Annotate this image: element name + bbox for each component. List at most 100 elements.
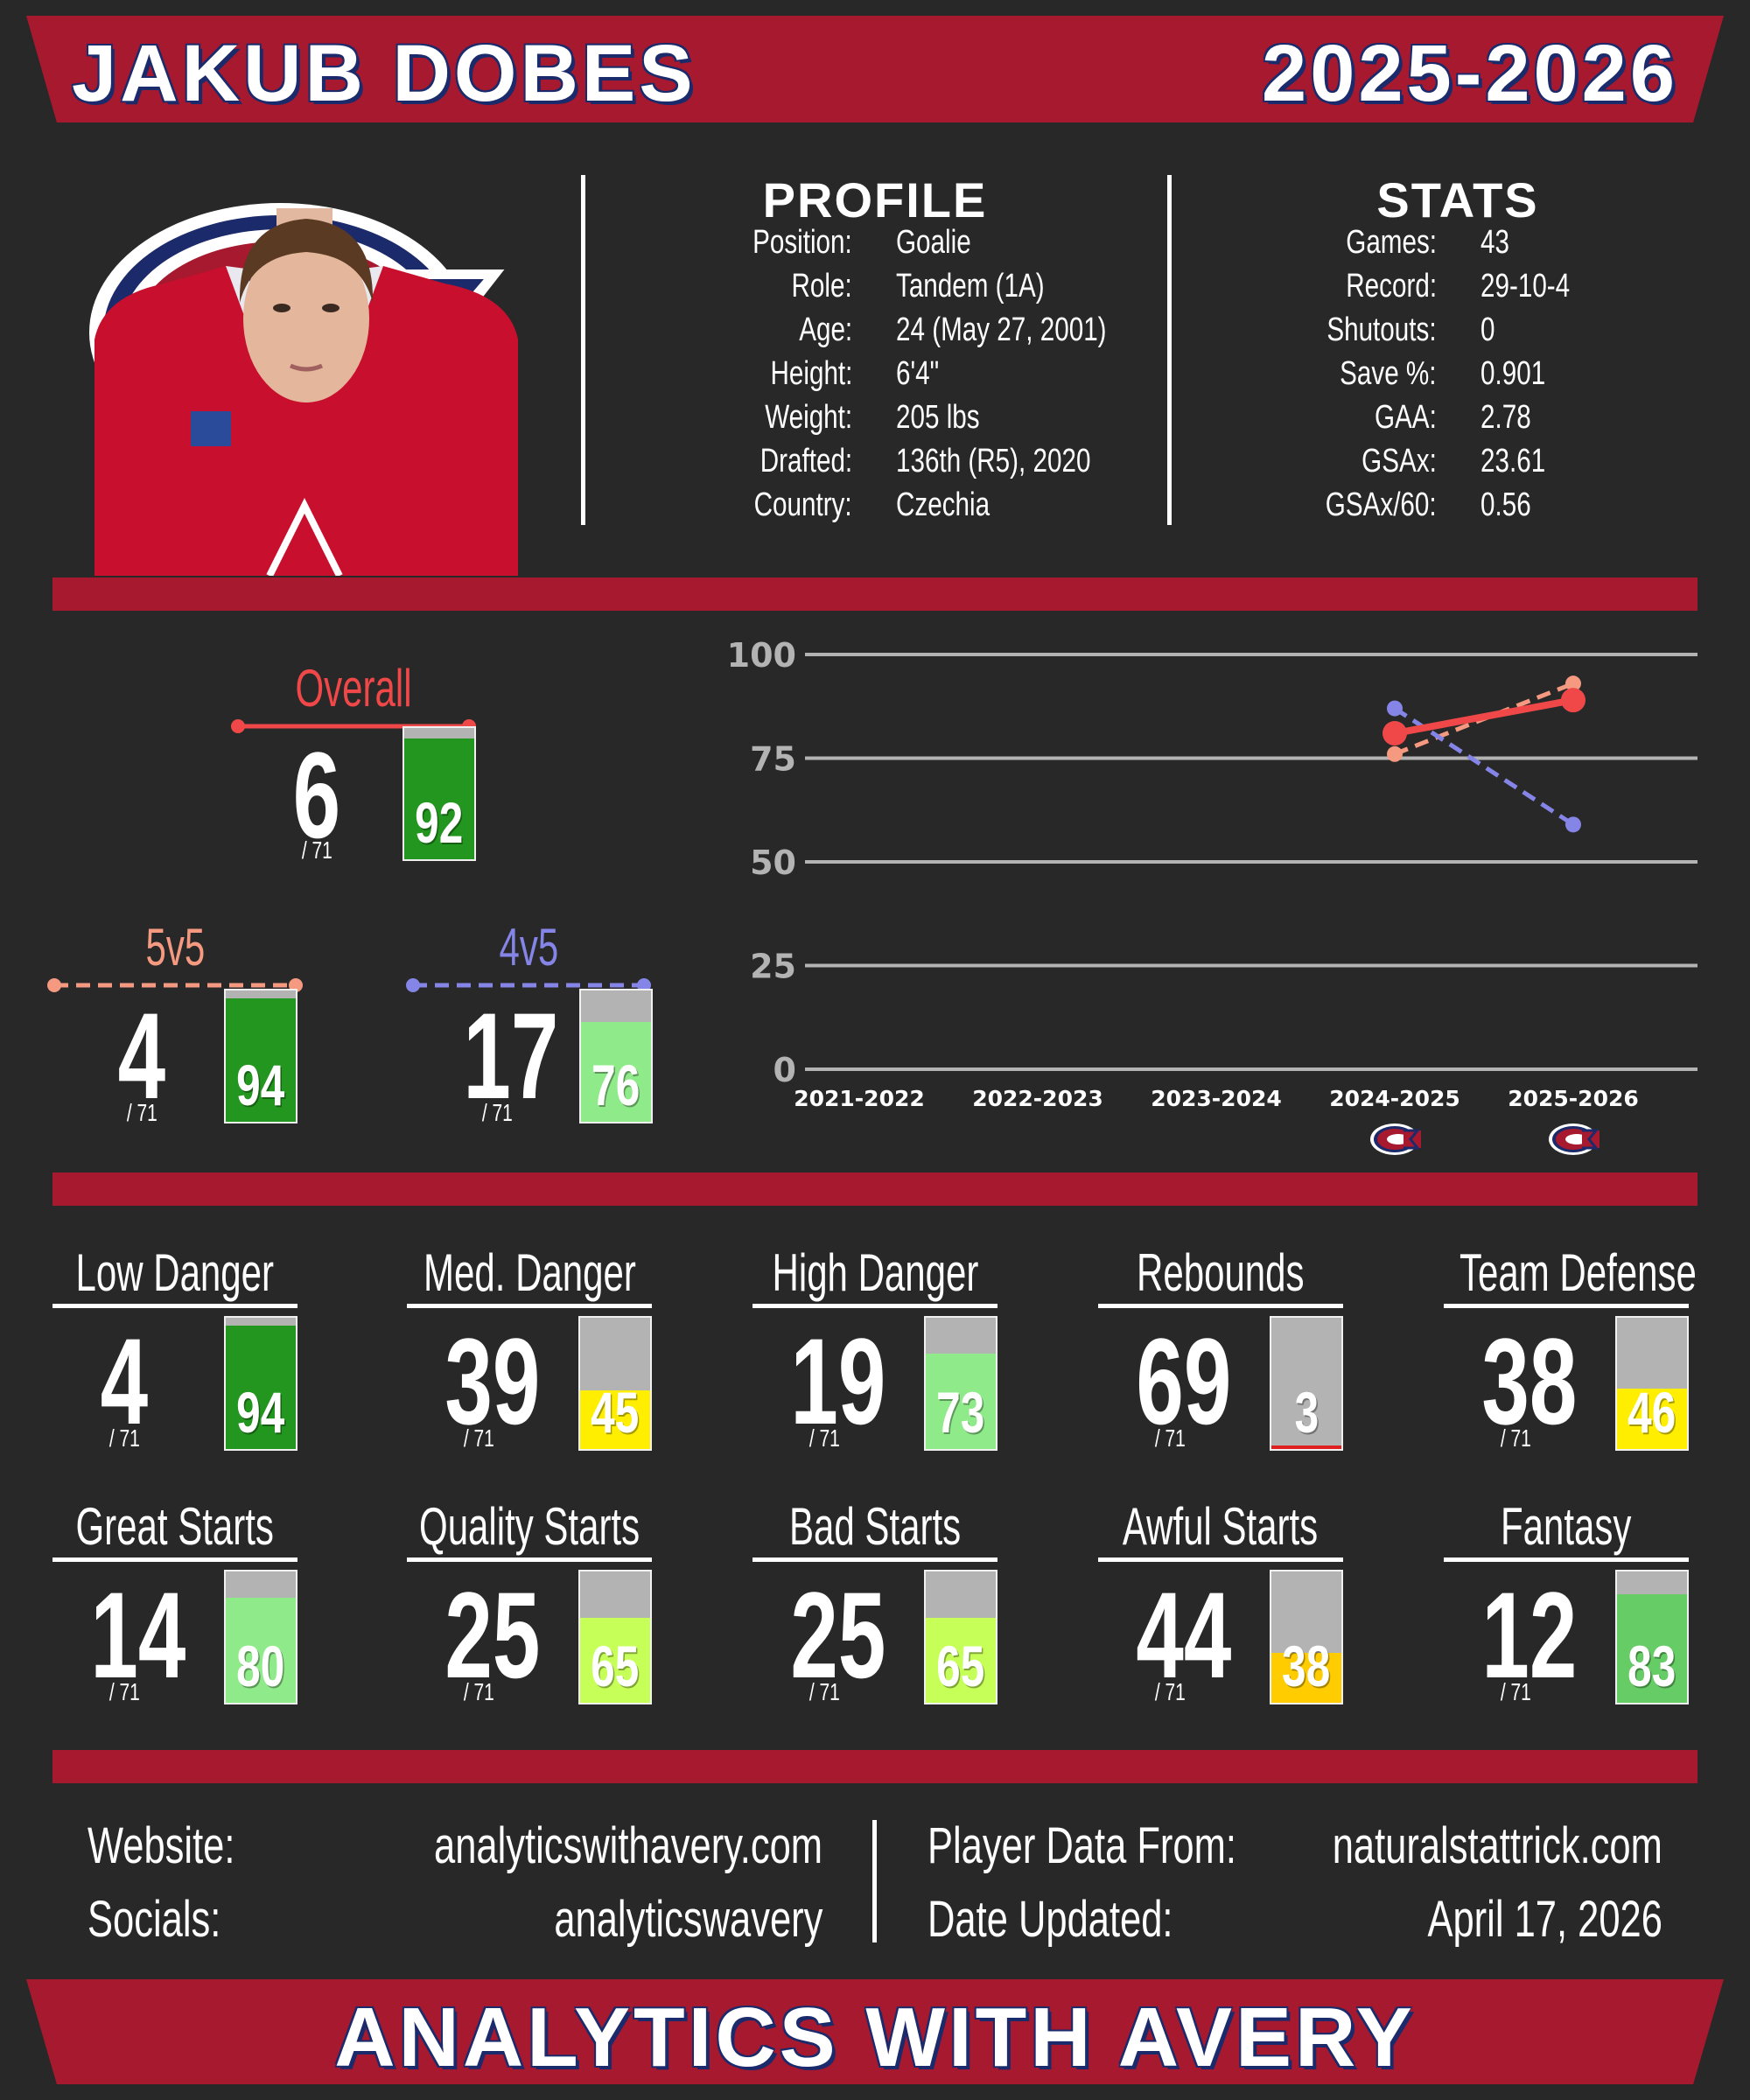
metric-fantasy-percentile-bar: 83 xyxy=(1615,1570,1689,1704)
stats-row-label: Shutouts: xyxy=(1326,312,1437,348)
metric-med-danger-of-total: / 71 xyxy=(463,1424,494,1452)
four-v-five-rating-percentile-fill xyxy=(581,1022,651,1122)
metric-bad-starts-underline xyxy=(752,1558,998,1562)
chart-x-tick-label: 2022-2023 xyxy=(972,1086,1103,1111)
stats-row-value: 43 xyxy=(1480,224,1509,261)
metric-high-danger-of-total: / 71 xyxy=(808,1424,840,1452)
metric-team-defense-rank: 38 xyxy=(1481,1312,1578,1450)
chart-series-line-overall xyxy=(1394,696,1574,737)
chart-y-tick-label: 25 xyxy=(750,948,796,986)
profile-row-label: Drafted: xyxy=(760,443,852,480)
stats-row-value: 23.61 xyxy=(1480,443,1546,480)
profile-row-label: Weight: xyxy=(765,399,852,436)
section-divider-1 xyxy=(52,578,1698,611)
metric-awful-starts-of-total: / 71 xyxy=(1154,1678,1186,1705)
metric-high-danger-title: High Danger xyxy=(772,1243,978,1302)
metric-awful-starts-percentile-value: 38 xyxy=(1282,1634,1331,1698)
stats-row-value: 0.56 xyxy=(1480,486,1531,523)
metric-great-starts-percentile-value: 80 xyxy=(236,1634,285,1698)
chart-point-overall xyxy=(1561,688,1586,713)
metric-rebounds-title: Rebounds xyxy=(1137,1243,1305,1302)
metric-fantasy-percentile-value: 83 xyxy=(1628,1634,1676,1698)
chart-x-tick-label: 2024-2025 xyxy=(1329,1086,1460,1111)
chart-y-tick-label: 0 xyxy=(774,1051,796,1089)
chart-point-four-v-five xyxy=(1565,816,1581,833)
metric-high-danger-percentile-fill xyxy=(926,1353,996,1449)
profile-row-value: Goalie xyxy=(896,224,971,261)
stats-row-label: Record: xyxy=(1346,268,1437,304)
metric-awful-starts-title: Awful Starts xyxy=(1123,1497,1319,1556)
metric-team-defense-percentile-bar: 46 xyxy=(1615,1316,1689,1451)
chart-point-five-v-five xyxy=(1387,746,1403,762)
metric-bad-starts-percentile-bar: 65 xyxy=(924,1570,998,1704)
overall-rating-of-total: / 71 xyxy=(301,836,332,864)
five-v-five-rating-percentile-bar: 94 xyxy=(224,989,298,1124)
stats-row-value: 0.901 xyxy=(1480,355,1546,392)
metric-great-starts-percentile-fill xyxy=(226,1598,296,1703)
chart-x-tick-label: 2025-2026 xyxy=(1508,1086,1639,1111)
chart-point-overall xyxy=(1382,721,1407,746)
metric-quality-starts-percentile-bar: 65 xyxy=(578,1570,652,1704)
five-v-five-rating-rank: 4 xyxy=(117,987,166,1124)
chart-y-tick-label: 75 xyxy=(750,740,796,779)
metric-low-danger-percentile-value: 94 xyxy=(236,1380,285,1445)
profile-title: PROFILE xyxy=(762,172,988,228)
data-source-label: Player Data From: xyxy=(928,1817,1236,1874)
rating-trend-chart: 0 25 50 75 100 2021-2022 2022-2023 2023-2024 202… xyxy=(727,636,1698,1155)
metric-high-danger-percentile-value: 73 xyxy=(936,1380,985,1445)
metric-quality-starts-percentile-value: 65 xyxy=(591,1634,640,1698)
brand-title: ANALYTICS WITH AVERY xyxy=(334,1991,1416,2084)
profile-row-label: Height: xyxy=(770,355,852,392)
metric-med-danger-percentile-bar: 45 xyxy=(578,1316,652,1451)
profile-row-label: Age: xyxy=(799,312,852,348)
metric-bad-starts-rank: 25 xyxy=(790,1566,886,1704)
socials-handle[interactable]: analyticswavery xyxy=(553,1891,822,1948)
metric-med-danger-percentile-value: 45 xyxy=(591,1380,640,1445)
four-v-five-rating-percentile-value: 76 xyxy=(592,1053,640,1117)
profile-row-label: Position: xyxy=(752,224,852,261)
metric-fantasy-of-total: / 71 xyxy=(1500,1678,1531,1705)
data-source-link[interactable]: naturalstattrick.com xyxy=(1332,1817,1662,1874)
metric-fantasy-title: Fantasy xyxy=(1501,1497,1632,1556)
chart-team-logo-icon xyxy=(1549,1124,1600,1155)
website-link[interactable]: analyticswithavery.com xyxy=(433,1817,822,1874)
profile-divider-right xyxy=(1167,175,1172,525)
metric-team-defense-percentile-value: 46 xyxy=(1628,1380,1676,1445)
metric-rebounds-underline xyxy=(1098,1304,1343,1308)
profile-row-label: Role: xyxy=(791,268,852,304)
metric-high-danger-underline xyxy=(752,1304,998,1308)
metric-low-danger-of-total: / 71 xyxy=(108,1424,140,1452)
metric-awful-starts-rank: 44 xyxy=(1136,1566,1232,1704)
stats-row-label: Games: xyxy=(1346,224,1437,261)
metric-med-danger-rank: 39 xyxy=(444,1312,541,1450)
metric-high-danger-rank: 19 xyxy=(790,1312,886,1450)
metric-low-danger-percentile-bar: 94 xyxy=(224,1316,298,1451)
header-banner: JAKUB DOBES 2025-2026 xyxy=(26,16,1724,122)
stats-title: STATS xyxy=(1376,172,1539,228)
footer-divider xyxy=(872,1820,877,1942)
overall-rating-rank: 6 xyxy=(292,726,341,864)
four-v-five-rating-rank: 17 xyxy=(463,987,559,1124)
chart-x-tick-label: 2023-2024 xyxy=(1151,1086,1282,1111)
five-v-five-rating-percentile-fill xyxy=(226,998,296,1122)
stats-row-label: GSAx/60: xyxy=(1326,486,1437,523)
profile-row-value: 24 (May 27, 2001) xyxy=(896,312,1107,348)
four-v-five-rating-label: 4v5 xyxy=(499,918,558,976)
chart-y-tick-label: 100 xyxy=(727,636,796,675)
metric-team-defense-percentile-fill xyxy=(1617,1389,1687,1449)
season-title: 2025-2026 xyxy=(1262,29,1678,118)
profile-row-value: 6'4" xyxy=(896,355,940,392)
metric-med-danger-percentile-fill xyxy=(580,1390,650,1449)
section-divider-2 xyxy=(52,1172,1698,1206)
profile-row-value: Czechia xyxy=(896,486,990,523)
date-updated-value: April 17, 2026 xyxy=(1427,1891,1662,1948)
metric-awful-starts-underline xyxy=(1098,1558,1343,1562)
metric-bad-starts-percentile-fill xyxy=(926,1617,996,1703)
overall-rating-percentile-value: 92 xyxy=(415,790,464,855)
stats-row-value: 0 xyxy=(1480,312,1495,348)
player-head xyxy=(239,219,374,402)
stats-row-label: GSAx: xyxy=(1362,443,1437,480)
metric-med-danger-title: Med. Danger xyxy=(423,1243,636,1302)
metric-great-starts-percentile-bar: 80 xyxy=(224,1570,298,1704)
metric-bad-starts-of-total: / 71 xyxy=(808,1678,840,1705)
